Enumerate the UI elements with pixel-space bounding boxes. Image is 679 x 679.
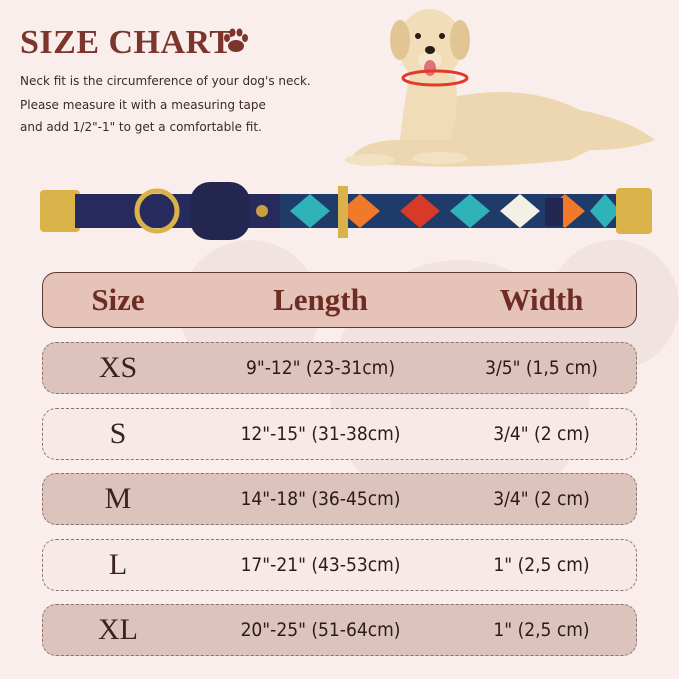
table-row: L 17"-21" (43-53cm) 1" (2,5 cm) (42, 539, 637, 591)
width-cell: 3/4" (2 cm) (493, 488, 590, 510)
size-cell: XL (98, 613, 138, 646)
header-width: Width (499, 282, 584, 317)
header-length: Length (273, 282, 368, 317)
description-line: Neck fit is the circumference of your do… (20, 74, 311, 88)
length-cell: 14"-18" (36-45cm) (240, 488, 401, 510)
description-line: and add 1/2"-1" to get a comfortable fit… (20, 120, 262, 134)
width-cell: 3/5" (1,5 cm) (485, 357, 598, 379)
table-row: XL 20"-25" (51-64cm) 1" (2,5 cm) (42, 604, 637, 656)
length-cell: 9"-12" (23-31cm) (246, 357, 395, 379)
paw-icon (224, 28, 248, 52)
table-header: Size Length Width (42, 272, 637, 328)
length-cell: 17"-21" (43-53cm) (240, 554, 401, 576)
size-cell: S (109, 417, 127, 450)
width-cell: 3/4" (2 cm) (493, 423, 590, 445)
page-title: SIZE CHART (20, 24, 233, 61)
table-row: M 14"-18" (36-45cm) 3/4" (2 cm) (42, 473, 637, 525)
length-cell: 20"-25" (51-64cm) (240, 619, 401, 641)
table-row: XS 9"-12" (23-31cm) 3/5" (1,5 cm) (42, 342, 637, 394)
width-cell: 1" (2,5 cm) (493, 554, 590, 576)
description-line: Please measure it with a measuring tape (20, 98, 266, 112)
size-cell: M (104, 482, 132, 515)
size-cell: XS (98, 351, 138, 384)
size-cell: L (108, 548, 128, 581)
header-size: Size (91, 282, 145, 317)
length-cell: 12"-15" (31-38cm) (240, 423, 401, 445)
collar-photo (40, 182, 652, 240)
width-cell: 1" (2,5 cm) (493, 619, 590, 641)
table-row: S 12"-15" (31-38cm) 3/4" (2 cm) (42, 408, 637, 460)
dog-photo (345, 9, 655, 167)
